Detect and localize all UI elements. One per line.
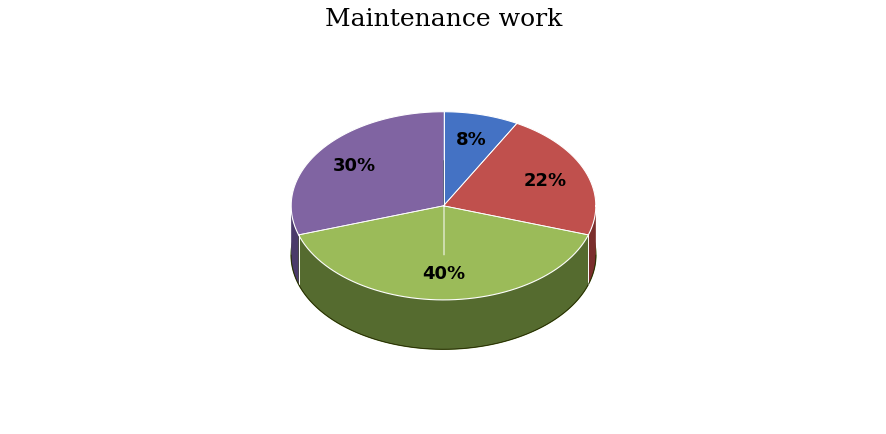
Polygon shape (291, 112, 443, 235)
Polygon shape (299, 206, 587, 300)
Text: 40%: 40% (422, 265, 464, 283)
Polygon shape (299, 235, 587, 349)
Polygon shape (291, 161, 595, 349)
Polygon shape (291, 205, 299, 284)
Polygon shape (443, 123, 595, 235)
Text: Maintenance work: Maintenance work (324, 8, 562, 31)
Polygon shape (443, 112, 517, 206)
Text: 8%: 8% (455, 131, 486, 149)
Text: 30%: 30% (333, 157, 376, 175)
Text: 22%: 22% (524, 172, 566, 190)
Polygon shape (587, 205, 595, 284)
